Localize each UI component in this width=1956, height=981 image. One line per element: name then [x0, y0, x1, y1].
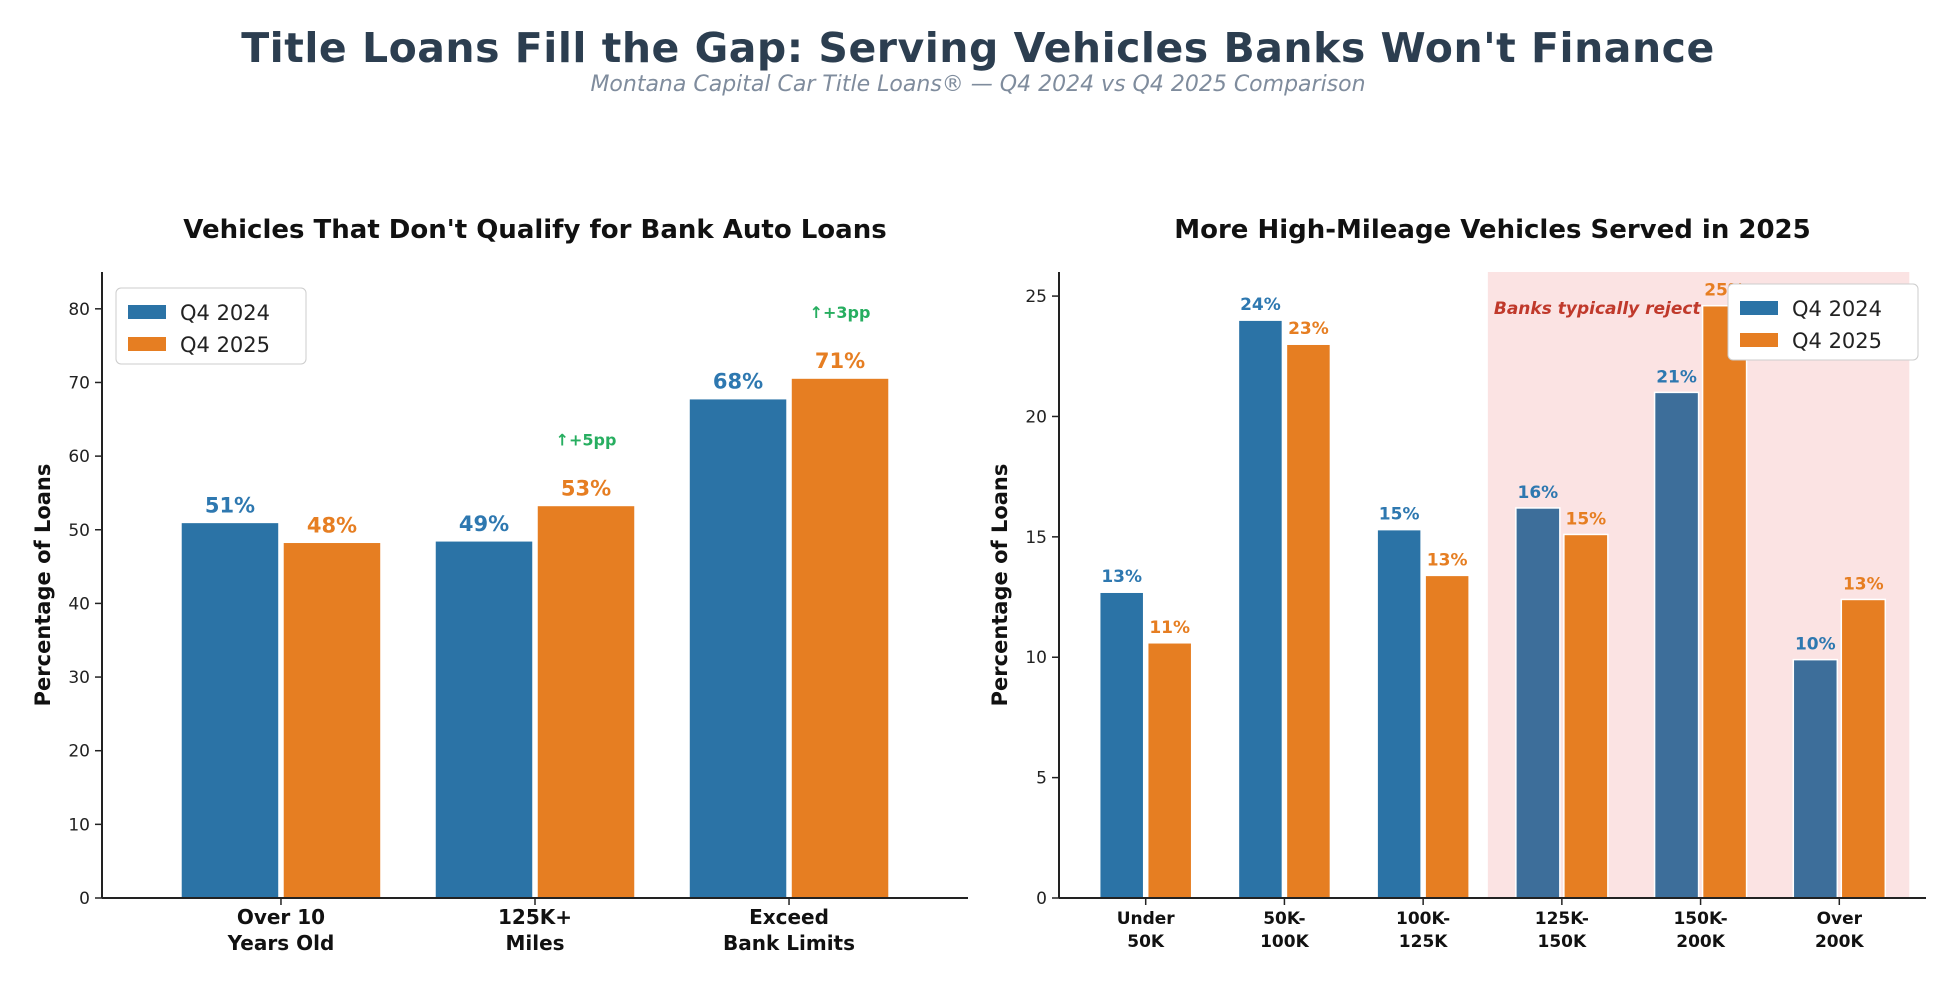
- y-tick-label: 10: [1025, 648, 1047, 668]
- data-label: 25%: [1704, 281, 1745, 301]
- data-label: 48%: [307, 513, 357, 537]
- data-label: 13%: [1101, 567, 1142, 587]
- bar-q4-2024: [1237, 319, 1284, 899]
- x-tick-label: 125K-150K: [1535, 909, 1589, 952]
- legend-swatch: [1740, 333, 1778, 347]
- data-label: 49%: [459, 512, 509, 536]
- y-tick-label: 25: [1025, 287, 1047, 307]
- y-tick-label: 20: [68, 742, 90, 762]
- y-axis-label: Percentage of Loans: [31, 464, 55, 707]
- x-tick-label: 125K+ Miles: [498, 905, 572, 955]
- x-tick-label: 50K-100K: [1260, 909, 1309, 952]
- y-tick-label: 60: [68, 447, 90, 467]
- chart-title: More High-Mileage Vehicles Served in 202…: [1174, 215, 1811, 245]
- page-subtitle: Montana Capital Car Title Loans® — Q4 20…: [590, 72, 1366, 97]
- bar-q4-2025: [1285, 343, 1332, 899]
- data-label: 21%: [1656, 367, 1697, 387]
- legend-label: Q4 2025: [1792, 329, 1882, 353]
- x-tick-label: 150K-200K: [1673, 909, 1727, 952]
- x-tick-label: Under 50K: [1117, 909, 1176, 952]
- y-tick-label: 30: [68, 668, 90, 688]
- legend-label: Q4 2025: [180, 333, 270, 357]
- x-tick-label: Over 10 Years Old: [227, 905, 335, 955]
- legend-swatch: [128, 305, 166, 319]
- bar-q4-2024: [1098, 591, 1145, 899]
- bar-q4-2025: [1701, 304, 1748, 899]
- highlight-band: [1487, 272, 1910, 898]
- bar-q4-2024: [1653, 391, 1700, 899]
- y-tick-label: 70: [68, 373, 90, 393]
- data-label: 11%: [1149, 618, 1190, 638]
- y-axis-label: Percentage of Loans: [988, 464, 1012, 707]
- y-tick-label: 40: [68, 594, 90, 614]
- page-title: Title Loans Fill the Gap: Serving Vehicl…: [241, 24, 1715, 72]
- bar-q4-2024: [180, 521, 280, 899]
- legend-box: [115, 287, 307, 365]
- bar-q4-2025: [536, 504, 636, 899]
- change-annotation: ↑+3pp: [810, 303, 871, 322]
- y-tick-label: 0: [79, 889, 90, 909]
- legend-label: Q4 2024: [1792, 297, 1882, 321]
- legend-swatch: [1740, 301, 1778, 315]
- bar-q4-2025: [1563, 533, 1609, 899]
- data-label: 71%: [815, 349, 865, 373]
- legend-label: Q4 2024: [180, 301, 270, 325]
- data-label: 24%: [1240, 295, 1281, 315]
- chart-title: Vehicles That Don't Qualify for Bank Aut…: [183, 215, 886, 245]
- data-label: 51%: [205, 493, 255, 517]
- bar-q4-2025: [790, 377, 890, 899]
- change-annotation: ↑+5pp: [556, 430, 617, 449]
- bar-q4-2025: [1424, 574, 1470, 899]
- highlight-label: Banks typically reject: [1494, 299, 1702, 319]
- legend-swatch: [128, 337, 166, 351]
- x-tick-label: 100K-125K: [1396, 909, 1450, 952]
- data-label: 13%: [1843, 574, 1884, 594]
- data-label: 15%: [1566, 509, 1607, 529]
- y-tick-label: 20: [1025, 407, 1047, 427]
- chart-panel-1: Vehicles That Don't Qualify for Bank Aut…: [31, 215, 968, 955]
- legend-box: [1727, 283, 1919, 361]
- bar-q4-2025: [282, 541, 382, 899]
- data-label: 23%: [1288, 319, 1329, 339]
- x-tick-label: Exceed Bank Limits: [723, 905, 855, 955]
- data-label: 10%: [1795, 635, 1836, 655]
- y-tick-label: 10: [68, 815, 90, 835]
- data-label: 13%: [1427, 550, 1468, 570]
- bar-q4-2025: [1146, 642, 1193, 899]
- y-tick-label: 80: [68, 300, 90, 320]
- bar-q4-2024: [1515, 507, 1561, 899]
- data-label: 68%: [713, 370, 763, 394]
- y-tick-label: 5: [1036, 769, 1047, 789]
- data-label: 15%: [1379, 505, 1420, 525]
- y-tick-label: 15: [1025, 528, 1047, 548]
- y-tick-label: 50: [68, 521, 90, 541]
- bar-q4-2024: [434, 540, 534, 899]
- chart-panel-2: Banks typically reject More High-Mileage …: [988, 215, 1926, 952]
- data-label: 53%: [561, 476, 611, 500]
- bar-q4-2024: [1376, 528, 1422, 899]
- bar-q4-2024: [1792, 658, 1839, 899]
- bar-q4-2025: [1840, 598, 1887, 899]
- bar-q4-2024: [688, 397, 788, 899]
- data-label: 16%: [1518, 483, 1559, 503]
- y-tick-label: 0: [1036, 889, 1047, 909]
- x-tick-label: Over 200K: [1815, 909, 1864, 952]
